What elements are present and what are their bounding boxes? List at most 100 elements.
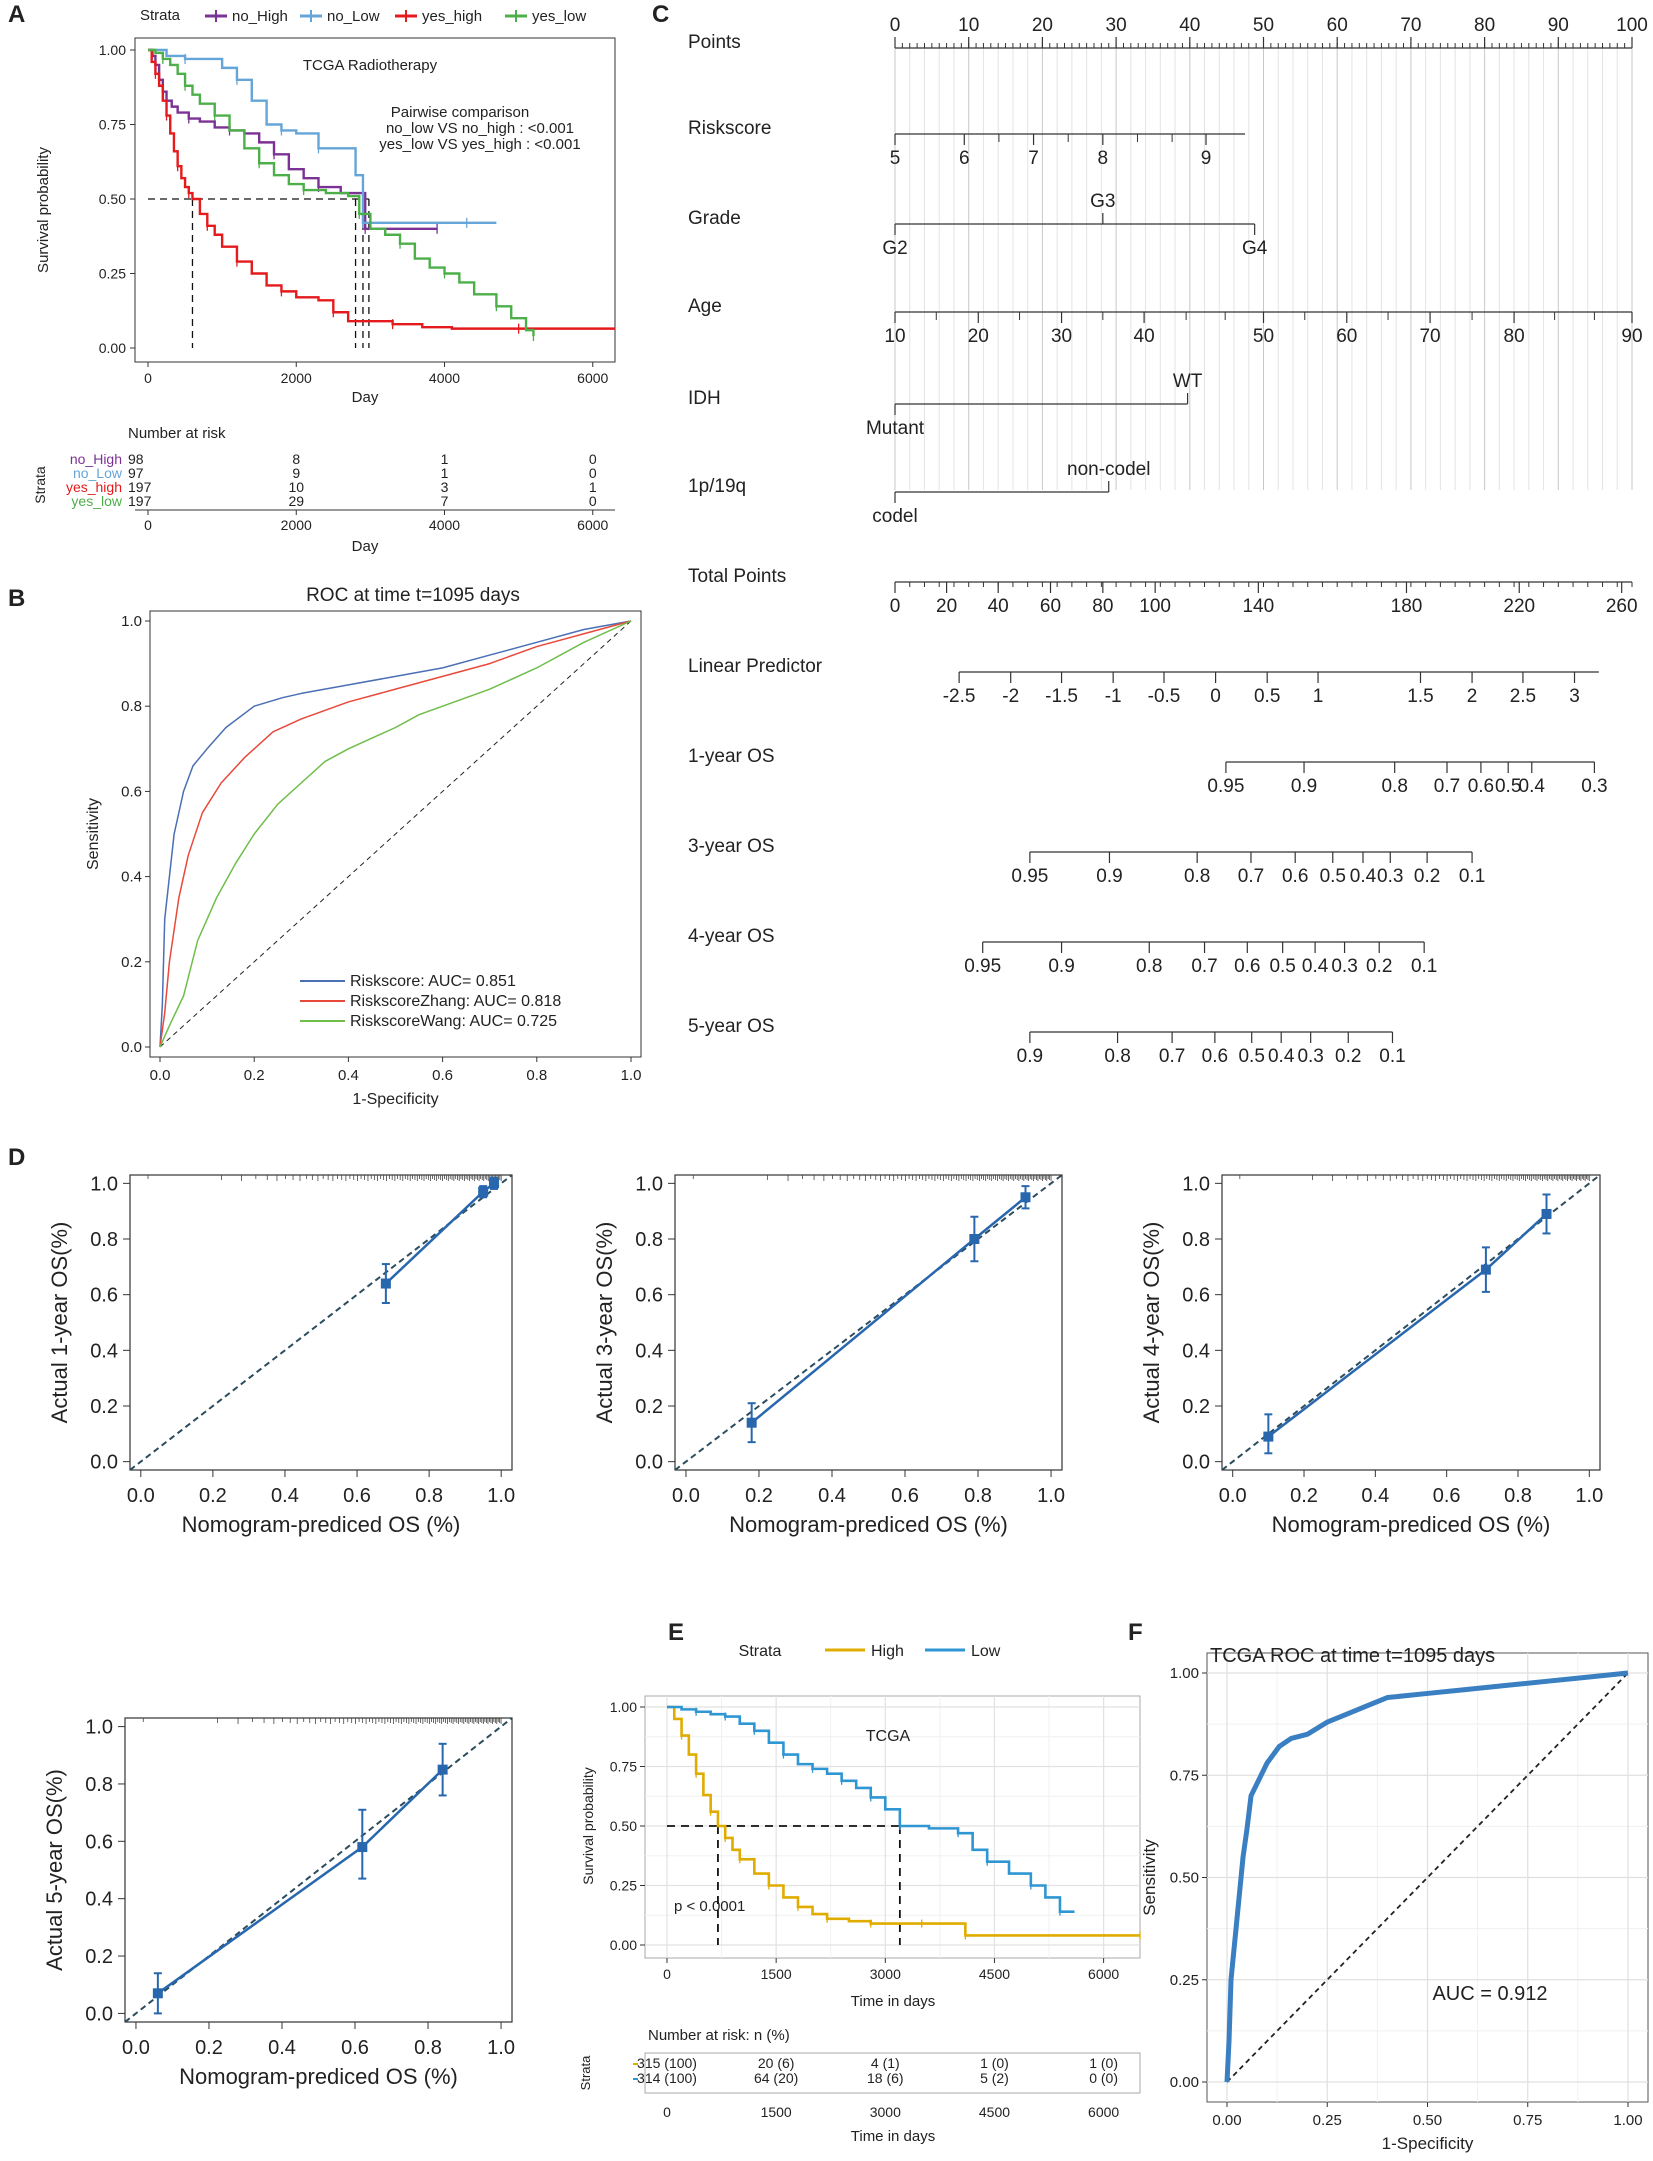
nomogram-tick-label: 90	[1548, 15, 1569, 36]
roc-xlabel: 1-Specificity	[1382, 2134, 1474, 2153]
roc-xtick-label: 0.8	[526, 1067, 547, 1084]
risk-cell: 64 (20)	[754, 2070, 798, 2086]
calibration-point	[1020, 1192, 1031, 1203]
roc-xtick-label: 0.50	[1413, 2112, 1442, 2129]
roc-ytick-label: 0.2	[121, 954, 142, 971]
calibration-xtick-label: 1.0	[1575, 1485, 1603, 1507]
roc-title: ROC at time t=1095 days	[306, 585, 520, 606]
nomogram-tick-label: 0	[890, 596, 901, 617]
calibration-ytick-label: 0.8	[85, 1774, 113, 1796]
calibration-ytick-label: 0.2	[85, 1946, 113, 1968]
panel-a-ytick-label: 0.75	[99, 117, 126, 133]
calibration-xtick-label: 0.6	[891, 1485, 919, 1507]
nomogram-tick-label: 30	[1051, 326, 1072, 347]
panel-label-A: A	[8, 1, 25, 28]
calibration-ideal-line	[674, 1174, 1063, 1471]
nomogram-tick-label: 20	[1032, 15, 1053, 36]
risk-cell: 0 (0)	[1089, 2070, 1118, 2086]
panel-a-legend-title: Strata	[140, 7, 181, 24]
risk-cell: 197	[128, 493, 152, 509]
calibration-xtick-label: 0.8	[415, 1485, 443, 1507]
calibration-point	[380, 1278, 391, 1289]
nomogram-tick-label: 0.3	[1331, 956, 1357, 977]
nomogram-tick-label: 0.7	[1191, 956, 1217, 977]
nomogram-row-label: Age	[688, 296, 722, 317]
panel-e-legend-label: Low	[971, 1643, 1001, 1660]
calibration-point	[357, 1842, 368, 1853]
calibration-xtick-label: 0.0	[122, 2037, 150, 2059]
roc-xtick-label: 1.00	[1613, 2112, 1642, 2129]
nomogram-row-label: Grade	[688, 208, 741, 229]
risk-cell: 1	[441, 465, 449, 481]
nomogram-tick-label: 2	[1467, 686, 1478, 707]
roc-xtick-label: 0.6	[432, 1067, 453, 1084]
risk-cell: 7	[441, 493, 449, 509]
calibration-xtick-label: 1.0	[1037, 1485, 1065, 1507]
nomogram-tick-label: 10	[958, 15, 979, 36]
nomogram-tick-label: 0.7	[1238, 866, 1264, 887]
roc-ylabel: Sensitivity	[1140, 1839, 1159, 1916]
panel-a-risk-title: Number at risk	[128, 425, 226, 442]
panel-e-pvalue: p < 0.0001	[674, 1898, 745, 1915]
risk-time-label: 2000	[281, 517, 312, 533]
calibration-frame	[1221, 1174, 1601, 1471]
calibration-ytick-label: 0.0	[85, 2003, 113, 2025]
calibration-xtick-label: 0.2	[745, 1485, 773, 1507]
km-curve-yes_high	[148, 48, 615, 330]
nomogram-tick-label: 180	[1391, 596, 1423, 617]
km-curve-yes_low	[148, 48, 535, 337]
calibration-ytick-label: 0.8	[90, 1229, 118, 1251]
calibration-point	[969, 1234, 980, 1245]
nomogram-tick-label: 1.5	[1407, 686, 1433, 707]
panel-a-ytick-label: 0.25	[99, 266, 126, 282]
panel-e-legend-title: Strata	[739, 1643, 782, 1660]
calibration-ytick-label: 0.2	[90, 1396, 118, 1418]
panel-e-risk-box	[644, 2052, 1141, 2094]
panel-e-ytick-label: 0.75	[610, 1759, 637, 1775]
nomogram-tick-label: 2.5	[1510, 686, 1536, 707]
nomogram-tick-label: 0.3	[1581, 776, 1607, 797]
calibration-point	[478, 1186, 489, 1197]
risk-cell: 9	[292, 465, 300, 481]
nomogram-tick-label: 220	[1503, 596, 1535, 617]
calibration-xtick-label: 0.4	[818, 1485, 846, 1507]
panel-label-F: F	[1128, 1619, 1143, 1646]
panel-a-xtick-label: 0	[144, 370, 152, 386]
calibration-point	[488, 1178, 499, 1189]
calibration-point	[1480, 1264, 1491, 1275]
nomogram-tick-label: non-codel	[1067, 459, 1150, 480]
nomogram-row-label: 4-year OS	[688, 926, 775, 947]
nomogram-tick-label: 0.1	[1379, 1046, 1405, 1067]
panel-a-title: TCGA Radiotherapy	[303, 57, 438, 74]
panel-e-ylabel: Survival probability	[580, 1767, 596, 1885]
calibration-ytick-label: 0.0	[635, 1452, 663, 1474]
roc-xtick-label: 0.2	[244, 1067, 265, 1084]
calibration-point	[1263, 1431, 1274, 1442]
nomogram-tick-label: 0.5	[1254, 686, 1280, 707]
calibration-xtick-label: 0.2	[195, 2037, 223, 2059]
nomogram-tick-label: 20	[968, 326, 989, 347]
panel-a-annotation: yes_low VS yes_high : <0.001	[379, 136, 580, 153]
calibration-ytick-label: 0.0	[1182, 1452, 1210, 1474]
panel-e-frame	[644, 1695, 1141, 1959]
nomogram-tick-label: -2	[1002, 686, 1019, 707]
calibration-ytick-label: 0.4	[1182, 1340, 1210, 1362]
calibration-ytick-label: 1.0	[1182, 1173, 1210, 1195]
nomogram-tick-label: 90	[1621, 326, 1642, 347]
nomogram-tick-label: 0.4	[1268, 1046, 1295, 1067]
calibration-xtick-label: 0.2	[1290, 1485, 1318, 1507]
roc-ytick-label: 1.0	[121, 613, 142, 630]
panel-a-frame	[134, 37, 616, 363]
nomogram-tick-label: 0.4	[1302, 956, 1329, 977]
risk-cell: 197	[128, 479, 152, 495]
nomogram-tick-label: 0.9	[1291, 776, 1317, 797]
nomogram-tick-label: 0.95	[1207, 776, 1244, 797]
panel-label-C: C	[652, 1, 669, 28]
calibration-ylabel: Actual 1-year OS(%)	[47, 1222, 72, 1424]
calibration-xlabel: Nomogram-prediced OS (%)	[729, 1512, 1008, 1537]
risk-time-label: 0	[663, 2104, 671, 2120]
risk-row-label: yes_high	[66, 479, 122, 495]
calibration-xtick-label: 0.0	[672, 1485, 700, 1507]
